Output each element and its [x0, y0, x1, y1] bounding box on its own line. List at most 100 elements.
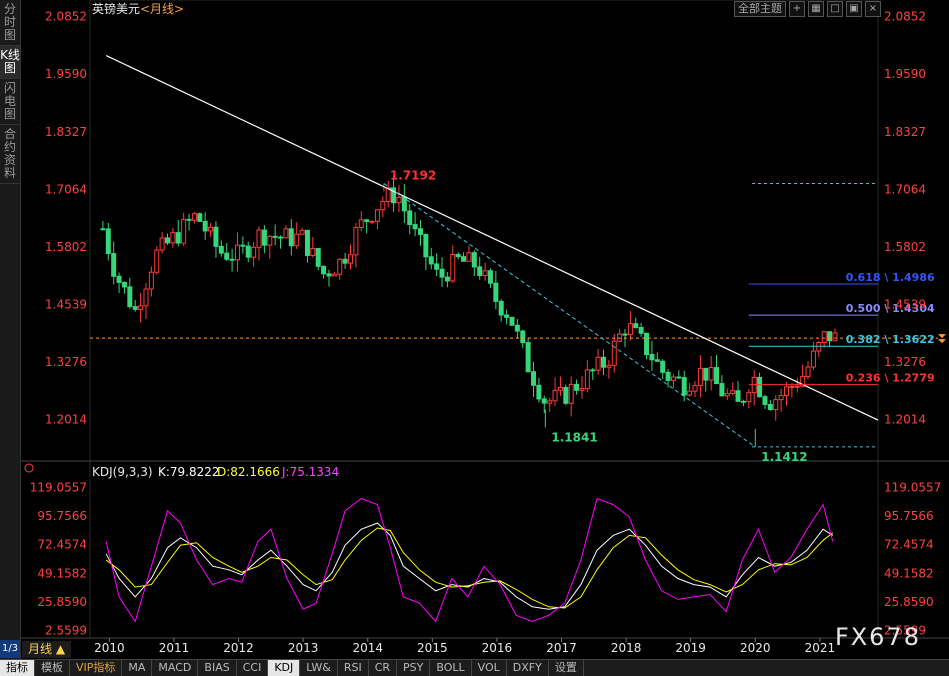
candle-body	[304, 229, 310, 256]
candle-body	[827, 331, 833, 342]
candle-body	[353, 227, 359, 256]
candle-body	[439, 268, 445, 278]
candle-body	[434, 263, 440, 270]
tab-macd[interactable]: MACD	[152, 660, 199, 676]
price-tick-left: 1.5802	[45, 240, 87, 254]
candle-body	[525, 342, 531, 373]
tab-vip-[interactable]: VIP指标	[70, 660, 123, 676]
tab-dxfy[interactable]: DXFY	[507, 660, 549, 676]
candle-body	[697, 367, 703, 386]
candle-body	[299, 229, 305, 235]
sidebar-item-timeshare[interactable]: 分时图	[0, 0, 20, 46]
candle-body	[692, 384, 698, 392]
kdj-d-value: D:82.1666	[217, 465, 280, 479]
x-tick: 2019	[675, 641, 706, 655]
candle-body	[197, 213, 203, 222]
candle-body	[568, 383, 574, 404]
sidebar-item-contract-info[interactable]: 合约资料	[0, 125, 20, 184]
candle-body	[342, 258, 348, 264]
candle-body	[767, 404, 773, 410]
candle-body	[735, 390, 741, 402]
window-icon[interactable]: □	[827, 1, 843, 17]
sidebar-item-flash[interactable]: 闪电图	[0, 79, 20, 125]
candle-body	[261, 229, 267, 246]
candle-body	[331, 273, 337, 277]
indicator-settings-icon	[24, 463, 34, 473]
tab-cr[interactable]: CR	[369, 660, 398, 676]
tab-rsi[interactable]: RSI	[338, 660, 369, 676]
candle-body	[832, 332, 838, 342]
candle-body	[283, 228, 289, 239]
price-tick-left: 1.2014	[45, 412, 87, 426]
candle-body	[234, 244, 240, 261]
candle-body	[590, 369, 596, 372]
price-tick-right: 1.4539	[884, 297, 926, 311]
left-sidebar: 分时图 K线图 闪电图 合约资料 1/3	[0, 0, 21, 675]
price-tick-right: 1.9590	[884, 67, 926, 81]
extreme-annotation: 1.7192	[390, 169, 436, 183]
tab--[interactable]: 指标	[0, 660, 35, 676]
candle-body	[789, 385, 795, 388]
tab-boll[interactable]: BOLL	[430, 660, 472, 676]
fib-level-label: 0.236 \ 1.2779	[846, 372, 935, 385]
x-tick: 2020	[740, 641, 771, 655]
kdj-tick-left: 49.1582	[37, 566, 87, 580]
candle-body	[428, 256, 434, 265]
candle-body	[380, 201, 386, 211]
tab-cci[interactable]: CCI	[237, 660, 269, 676]
candle-body	[536, 384, 542, 400]
tab-ma[interactable]: MA	[122, 660, 153, 676]
price-tick-left: 1.7064	[45, 182, 87, 196]
kdj-line-d	[105, 527, 834, 609]
kdj-tick-left: 25.8590	[37, 595, 87, 609]
tab-psy[interactable]: PSY	[397, 660, 431, 676]
add-icon[interactable]: +	[789, 1, 805, 17]
grid-layer	[20, 0, 949, 642]
candle-body	[541, 398, 547, 404]
sidebar-item-kline[interactable]: K线图	[0, 46, 20, 79]
candle-body	[310, 248, 316, 256]
candle-body	[633, 323, 639, 329]
candle-body	[687, 390, 693, 396]
all-themes-button[interactable]: 全部主题	[734, 1, 786, 17]
candle-body	[670, 376, 676, 381]
candle-body	[649, 354, 655, 361]
trendline	[105, 55, 879, 421]
candle-body	[369, 220, 375, 223]
tab-lw-[interactable]: LW&	[300, 660, 338, 676]
candle-body	[719, 383, 725, 397]
tab-bias[interactable]: BIAS	[198, 660, 237, 676]
x-tick: 2010	[94, 641, 125, 655]
candle-body	[175, 232, 181, 244]
page-indicator[interactable]: 1/3	[0, 640, 20, 658]
candle-body	[611, 340, 617, 366]
candle-body	[294, 233, 300, 247]
candle-body	[127, 286, 133, 308]
candle-body	[504, 314, 510, 318]
chart-canvas[interactable]: 0.618 \ 1.4986 0.500 \ 1.4304 0.382 \ 1.36…	[0, 0, 949, 659]
price-tick-right: 1.7064	[884, 182, 926, 196]
candle-body	[794, 385, 800, 388]
kdj-tick-right: 2.5599	[884, 624, 926, 638]
candle-body	[191, 213, 197, 221]
tab-kdj[interactable]: KDJ	[268, 660, 301, 676]
candle-body	[132, 306, 138, 310]
extreme-annotation: 1.1412	[761, 450, 807, 464]
candle-body	[374, 209, 380, 222]
tab-vol[interactable]: VOL	[472, 660, 507, 676]
tab--[interactable]: 模板	[35, 660, 70, 676]
candle-body	[487, 270, 493, 284]
candle-body	[622, 333, 628, 336]
close-icon[interactable]: ×	[865, 1, 881, 17]
window-icon[interactable]: ▣	[846, 1, 862, 17]
kdj-name: KDJ(9,3,3)	[92, 465, 153, 479]
x-tick: 2018	[611, 641, 642, 655]
candle-body	[627, 323, 633, 336]
period-selector[interactable]: 月线 ▲	[22, 641, 72, 658]
candle-body	[783, 386, 789, 396]
tab--[interactable]: 设置	[549, 660, 584, 676]
candle-body	[170, 232, 176, 244]
candle-body	[111, 253, 117, 277]
grid-icon[interactable]: ▦	[808, 1, 824, 17]
candle-body	[466, 252, 472, 262]
